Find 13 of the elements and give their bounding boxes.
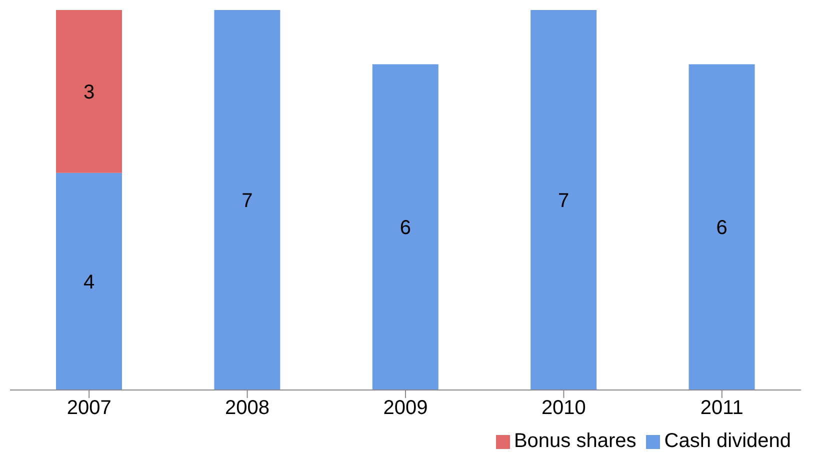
legend-label: Bonus shares — [514, 430, 636, 452]
data-label: 7 — [242, 190, 253, 212]
data-label: 3 — [83, 82, 95, 104]
data-label: 7 — [558, 190, 570, 212]
data-label: 6 — [400, 217, 411, 240]
x-tick-label: 2007 — [66, 397, 112, 420]
x-tick-label: 2009 — [383, 397, 428, 420]
x-tick-label: 2011 — [700, 397, 744, 420]
x-tick-label: 2008 — [225, 397, 270, 420]
data-label: 6 — [716, 217, 728, 240]
data-label: 4 — [83, 272, 95, 294]
legend-label: Cash dividend — [664, 430, 791, 452]
x-tick-label: 2010 — [541, 397, 586, 420]
